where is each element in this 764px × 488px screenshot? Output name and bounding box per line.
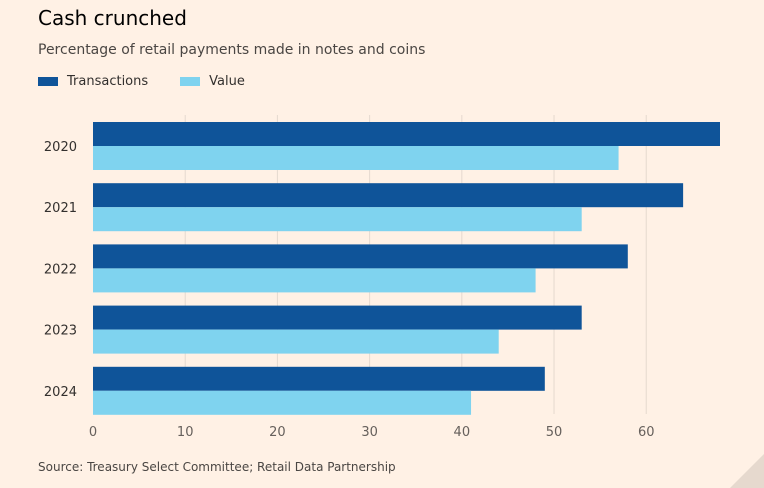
category-label-2021: 2021 [44,201,77,216]
chart-subtitle: Percentage of retail payments made in no… [38,42,426,58]
legend-swatch-value [180,77,201,86]
bar-value-2023 [93,329,499,354]
bar-value-2020 [93,146,619,170]
bar-transactions-2022 [93,244,628,269]
source-note: Source: Treasury Select Committee; Retai… [38,460,396,474]
x-tick-label-30: 30 [361,425,378,440]
legend-swatch-transactions [38,77,58,86]
category-label-2020: 2020 [44,140,77,155]
x-tick-label-60: 60 [638,425,655,440]
bar-transactions-2021 [93,183,684,208]
bar-value-2024 [93,390,472,415]
bar-transactions-2020 [93,122,720,146]
bar-value-2022 [93,268,536,293]
category-label-2024: 2024 [44,385,77,400]
bar-transactions-2023 [93,305,582,330]
legend-item-transactions: Transactions [38,74,148,89]
x-tick-label-10: 10 [177,425,194,440]
category-label-2023: 2023 [44,324,77,339]
legend-label-transactions: Transactions [67,74,149,89]
x-tick-label-50: 50 [546,425,563,440]
category-label-2022: 2022 [44,262,77,277]
x-tick-label-0: 0 [89,425,97,440]
chart-title: Cash crunched [38,6,187,30]
legend-item-value: Value [180,74,245,89]
bar-value-2021 [93,207,582,232]
x-tick-label-40: 40 [454,425,471,440]
x-tick-label-20: 20 [269,425,286,440]
legend: Transactions Value [38,74,277,89]
corner-fold [730,454,764,488]
legend-label-value: Value [209,74,245,89]
bar-transactions-2024 [93,366,545,391]
